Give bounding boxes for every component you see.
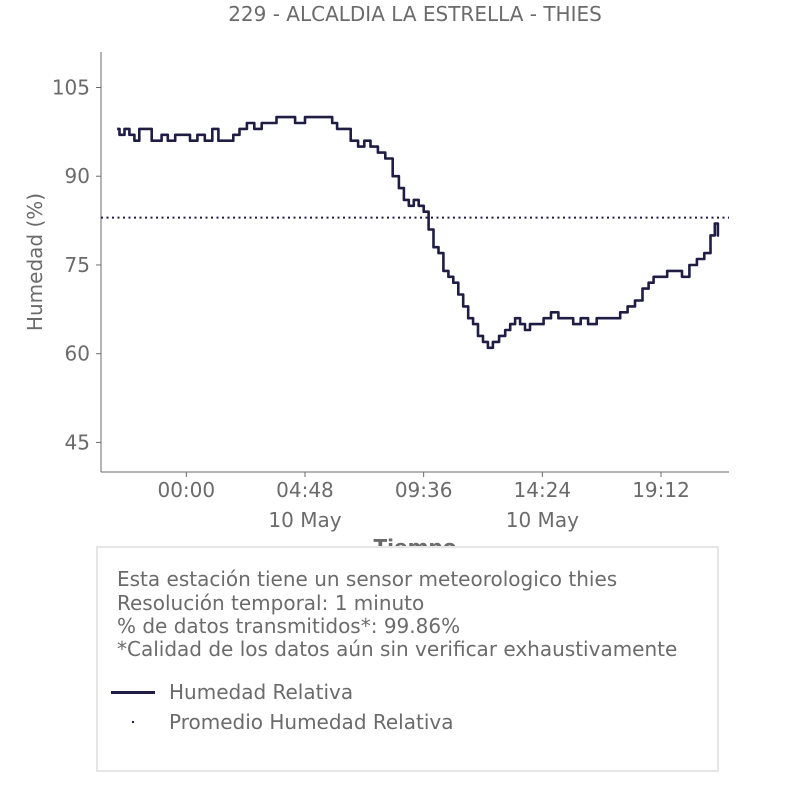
plot-area	[101, 115, 729, 350]
x-tick-label: 09:36	[395, 478, 453, 502]
info-box: Esta estación tiene un sensor meteorolog…	[96, 546, 719, 772]
chart: 229 - ALCALDIA LA ESTRELLA - THIES 45 60 7…	[23, 2, 729, 559]
y-tick-label: 60	[65, 342, 90, 366]
info-transmission-text: % de datos transmitidos*: 99.86%	[117, 614, 461, 638]
legend-label-promedio: Promedio Humedad Relativa	[169, 710, 454, 734]
x-tick-label: 14:24	[514, 478, 572, 502]
legend-label-humedad: Humedad Relativa	[169, 680, 354, 704]
x-tick-date-label: 10 May	[268, 508, 341, 532]
chart-title: 229 - ALCALDIA LA ESTRELLA - THIES	[228, 2, 602, 26]
info-quality-text: *Calidad de los datos aún sin verificar …	[117, 637, 678, 661]
info-resolution-text: Resolución temporal: 1 minuto	[117, 591, 425, 615]
y-tick-label: 75	[65, 253, 90, 277]
y-axis: 45 60 75 90 105	[52, 52, 102, 472]
y-tick-label: 90	[65, 164, 90, 188]
humidity-series-line	[117, 115, 720, 350]
y-axis-label: Humedad (%)	[23, 193, 47, 331]
x-tick-label: 04:48	[276, 478, 334, 502]
y-tick-label: 45	[65, 430, 90, 454]
x-tick-label: 19:12	[632, 478, 690, 502]
x-tick-date-label: 10 May	[506, 508, 579, 532]
info-sensor-text: Esta estación tiene un sensor meteorolog…	[117, 567, 618, 591]
y-tick-label: 105	[52, 75, 90, 99]
x-axis: 00:00 04:48 10 May 09:36 14:24 10 May 19:12	[101, 471, 729, 532]
legend-dot-icon	[132, 721, 134, 723]
x-tick-label: 00:00	[157, 478, 215, 502]
legend-line-icon	[111, 691, 155, 694]
